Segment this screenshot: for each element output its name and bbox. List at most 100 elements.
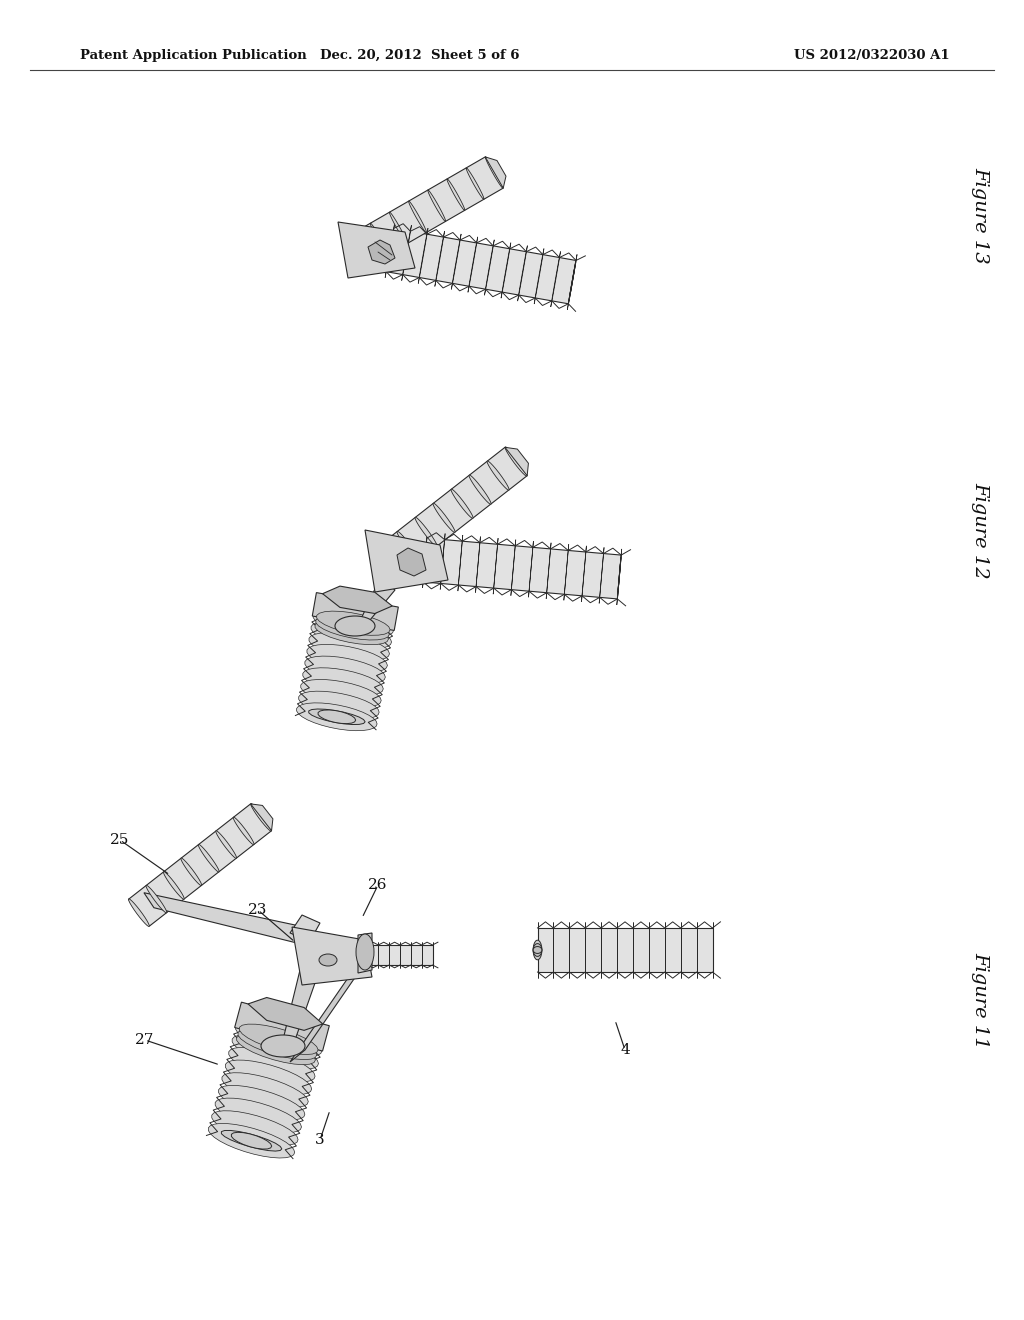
Polygon shape <box>452 234 461 289</box>
Polygon shape <box>309 632 389 660</box>
Polygon shape <box>418 228 428 284</box>
Polygon shape <box>582 546 587 602</box>
Polygon shape <box>181 858 202 886</box>
Polygon shape <box>212 1111 298 1146</box>
Polygon shape <box>234 1002 330 1051</box>
Polygon shape <box>535 248 544 304</box>
Polygon shape <box>238 1030 316 1060</box>
Text: 23: 23 <box>248 903 267 917</box>
Polygon shape <box>378 549 399 572</box>
Polygon shape <box>225 1060 311 1094</box>
Polygon shape <box>309 709 366 725</box>
Polygon shape <box>511 540 516 595</box>
Polygon shape <box>397 531 419 561</box>
Polygon shape <box>485 157 506 187</box>
Polygon shape <box>423 539 622 599</box>
Polygon shape <box>215 1098 301 1133</box>
Polygon shape <box>485 157 503 189</box>
Polygon shape <box>222 1073 308 1107</box>
Polygon shape <box>248 998 323 1031</box>
Polygon shape <box>568 263 575 301</box>
Polygon shape <box>233 817 254 845</box>
Polygon shape <box>313 610 393 638</box>
Polygon shape <box>297 702 377 731</box>
Polygon shape <box>240 1024 318 1055</box>
Polygon shape <box>209 1123 295 1158</box>
Polygon shape <box>290 915 319 941</box>
Polygon shape <box>505 447 528 475</box>
Polygon shape <box>303 668 383 696</box>
Polygon shape <box>365 531 449 591</box>
Polygon shape <box>292 927 372 985</box>
Polygon shape <box>251 804 271 832</box>
Polygon shape <box>618 564 621 590</box>
Text: Figure 13: Figure 13 <box>971 166 989 263</box>
Polygon shape <box>315 616 389 640</box>
Polygon shape <box>305 618 385 722</box>
Polygon shape <box>232 1035 318 1069</box>
Polygon shape <box>311 620 391 649</box>
Polygon shape <box>451 488 473 519</box>
Polygon shape <box>397 548 426 576</box>
Ellipse shape <box>335 616 375 636</box>
Polygon shape <box>570 269 574 296</box>
Polygon shape <box>385 222 395 277</box>
Polygon shape <box>236 1022 322 1056</box>
Polygon shape <box>428 190 445 222</box>
Ellipse shape <box>261 1035 305 1057</box>
Polygon shape <box>228 1047 315 1082</box>
Polygon shape <box>487 461 509 490</box>
Polygon shape <box>164 871 184 899</box>
Polygon shape <box>307 644 387 672</box>
Polygon shape <box>494 539 498 594</box>
Polygon shape <box>144 892 305 945</box>
Polygon shape <box>501 243 511 298</box>
Polygon shape <box>567 255 578 310</box>
Polygon shape <box>599 548 604 603</box>
Polygon shape <box>518 246 527 301</box>
Polygon shape <box>435 231 444 286</box>
Polygon shape <box>128 804 271 927</box>
Polygon shape <box>290 964 365 1063</box>
Polygon shape <box>145 886 167 913</box>
Polygon shape <box>221 1130 282 1151</box>
Polygon shape <box>358 933 372 973</box>
Text: 27: 27 <box>135 1034 155 1047</box>
Polygon shape <box>528 541 534 597</box>
Polygon shape <box>466 168 484 199</box>
Polygon shape <box>458 535 463 591</box>
Polygon shape <box>315 620 388 644</box>
Polygon shape <box>538 928 713 972</box>
Polygon shape <box>316 611 390 635</box>
Polygon shape <box>551 252 560 308</box>
Polygon shape <box>218 1030 312 1150</box>
Polygon shape <box>475 537 480 593</box>
Polygon shape <box>128 899 150 927</box>
Polygon shape <box>534 946 542 953</box>
Polygon shape <box>237 1035 315 1065</box>
Polygon shape <box>231 1133 271 1150</box>
Polygon shape <box>433 503 455 532</box>
Polygon shape <box>415 517 437 546</box>
Polygon shape <box>446 178 465 210</box>
Ellipse shape <box>356 935 374 970</box>
Text: Figure 11: Figure 11 <box>971 952 989 1048</box>
Polygon shape <box>617 557 621 597</box>
Polygon shape <box>534 944 542 957</box>
Polygon shape <box>299 692 379 719</box>
Polygon shape <box>301 680 381 708</box>
Polygon shape <box>355 578 395 632</box>
Polygon shape <box>368 945 432 965</box>
Polygon shape <box>216 830 237 858</box>
Polygon shape <box>389 213 408 244</box>
Polygon shape <box>305 656 385 684</box>
Text: 25: 25 <box>111 833 130 847</box>
Polygon shape <box>468 236 478 292</box>
Text: Dec. 20, 2012  Sheet 5 of 6: Dec. 20, 2012 Sheet 5 of 6 <box>321 49 520 62</box>
Polygon shape <box>251 804 273 830</box>
Polygon shape <box>484 240 495 296</box>
Polygon shape <box>218 1085 305 1119</box>
Text: 26: 26 <box>369 878 388 892</box>
Ellipse shape <box>319 954 337 966</box>
Polygon shape <box>616 549 622 605</box>
